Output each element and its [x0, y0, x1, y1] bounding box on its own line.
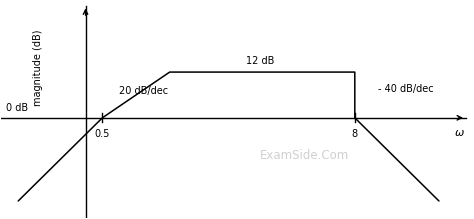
Text: 8: 8 [352, 129, 358, 139]
Text: 0.5: 0.5 [95, 129, 110, 139]
Text: 20 dB/dec: 20 dB/dec [119, 86, 168, 96]
Text: 12 dB: 12 dB [246, 56, 275, 66]
Text: - 40 dB/dec: - 40 dB/dec [378, 84, 434, 94]
Text: ω: ω [455, 128, 464, 138]
Text: ExamSide.Com: ExamSide.Com [260, 149, 349, 162]
Text: 0 dB: 0 dB [7, 103, 28, 113]
Text: magnitude (dB): magnitude (dB) [33, 30, 44, 106]
